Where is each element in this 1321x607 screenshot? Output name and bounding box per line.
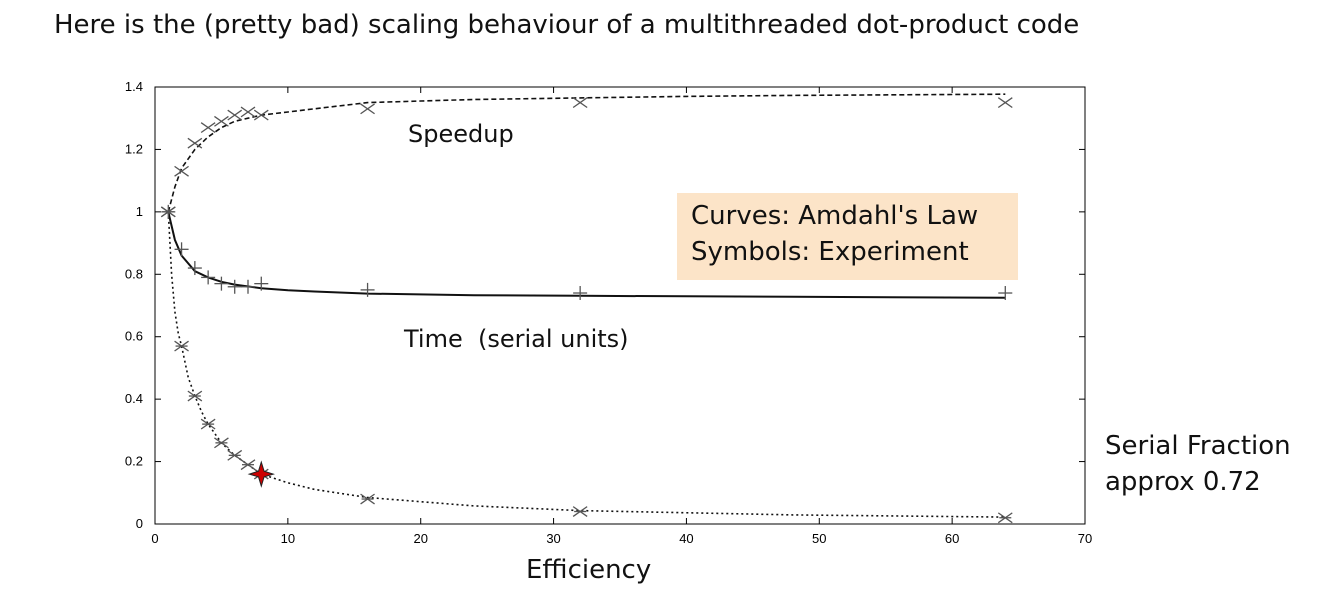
x-tick-label: 30	[546, 531, 560, 546]
series-points	[160, 97, 1013, 524]
plot-frame	[154, 86, 1086, 525]
legend-symbols-label: Symbols: Experiment	[691, 237, 969, 267]
marker-stroke	[572, 97, 588, 109]
speedup-point	[360, 103, 375, 115]
marker-stroke	[187, 137, 203, 149]
speedup-point	[187, 137, 203, 149]
x-tick-label: 70	[1078, 531, 1092, 546]
efficiency-point	[572, 506, 588, 517]
serial-fraction-label: Serial Fraction	[1105, 431, 1291, 461]
x-tick-label: 20	[413, 531, 427, 546]
legend-box: Curves: Amdahl's Law Symbols: Experiment	[677, 193, 1018, 280]
series-curves	[167, 93, 1006, 518]
legend-curves-label: Curves: Amdahl's Law	[691, 201, 979, 231]
marker-stroke	[214, 115, 229, 127]
speedup-annotation: Speedup	[408, 120, 514, 148]
efficiency-point	[227, 449, 243, 461]
efficiency-point	[200, 418, 216, 430]
y-tick-label: 1	[136, 204, 143, 219]
axes: 0 10 20 30 40 50 60 70 0 0.2 0.4 0.6 0.8 1 1.2 1.4	[125, 79, 1092, 546]
x-tick-label: 0	[151, 531, 158, 546]
marker-stroke	[253, 109, 269, 121]
efficiency-point	[174, 340, 189, 352]
speedup-point	[572, 97, 588, 109]
time-point	[214, 276, 229, 291]
speedup-point	[174, 165, 189, 177]
time-point	[998, 286, 1013, 301]
highlight-star-marker	[247, 460, 275, 488]
speedup-point	[240, 106, 256, 118]
time-point	[187, 261, 202, 276]
y-tick-label: 0.4	[125, 391, 143, 406]
marker-stroke	[997, 97, 1013, 109]
y-tick-label: 1.2	[125, 141, 143, 156]
efficiency-point	[160, 206, 176, 218]
time-point	[227, 279, 242, 294]
y-tick-label: 0.6	[125, 329, 143, 344]
page-title: Here is the (pretty bad) scaling behavio…	[54, 10, 1080, 40]
time-point	[573, 286, 588, 301]
y-tick-label: 0.8	[125, 266, 143, 281]
y-tick-label: 0	[136, 516, 143, 531]
efficiency-point	[214, 437, 229, 449]
x-tick-label: 10	[281, 531, 295, 546]
x-tick-label: 40	[679, 531, 693, 546]
speedup-curve	[167, 93, 1006, 213]
time-point	[201, 270, 216, 285]
speedup-point	[253, 109, 269, 121]
marker-stroke	[227, 109, 243, 121]
time-point	[174, 242, 189, 257]
time-point	[254, 276, 269, 291]
speedup-point	[200, 122, 216, 134]
efficiency-point	[240, 459, 256, 471]
efficiency-point	[997, 512, 1013, 524]
time-point	[241, 279, 255, 294]
speedup-point	[997, 97, 1013, 109]
marker-stroke	[240, 106, 256, 118]
marker-stroke	[174, 165, 189, 177]
time-annotation: Time (serial units)	[403, 325, 629, 353]
serial-fraction-note: Serial Fraction approx 0.72	[1105, 428, 1291, 500]
serial-fraction-value: approx 0.72	[1105, 467, 1261, 497]
efficiency-curve	[167, 211, 1006, 518]
efficiency-point	[187, 390, 203, 402]
y-tick-label: 0.2	[125, 454, 143, 469]
x-axis-label: Efficiency	[526, 555, 652, 585]
time-point	[360, 282, 375, 297]
marker-stroke	[200, 122, 216, 134]
efficiency-point	[360, 493, 375, 505]
y-tick-label: 1.4	[125, 79, 143, 94]
speedup-point	[214, 115, 229, 127]
speedup-point	[227, 109, 243, 121]
x-tick-label: 50	[812, 531, 826, 546]
marker-stroke	[360, 103, 375, 115]
x-tick-label: 60	[945, 531, 959, 546]
